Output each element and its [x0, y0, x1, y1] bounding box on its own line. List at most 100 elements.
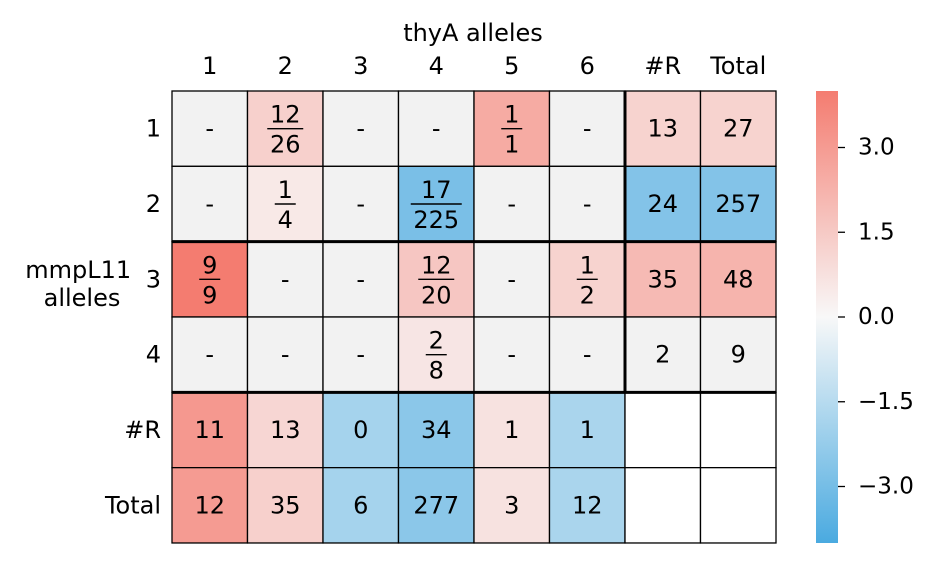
column-label: 6 [580, 52, 595, 80]
top-axis-label: thyA alleles [403, 19, 543, 47]
cell-value: 3 [504, 491, 519, 519]
cell-fraction-denominator: 2 [580, 281, 595, 309]
colorbar-tick-label: −3.0 [858, 474, 914, 500]
heatmap-cell [624, 391, 702, 469]
column-label: 5 [504, 52, 519, 80]
cell-value: - [205, 115, 214, 143]
cell-value: - [356, 265, 365, 293]
cell-value: 9 [731, 341, 746, 369]
cell-value: - [281, 341, 290, 369]
heatmap-cell [171, 466, 249, 544]
column-label: 3 [353, 52, 368, 80]
heatmap-cell [699, 165, 777, 243]
row-label: Total [104, 491, 161, 519]
column-label: 4 [429, 52, 444, 80]
row-label: 1 [146, 115, 161, 143]
cell-fraction-numerator: 2 [429, 327, 444, 355]
heatmap-cell [624, 466, 702, 544]
cell-value: - [583, 190, 592, 218]
cell-value: - [583, 115, 592, 143]
cell-value: - [356, 115, 365, 143]
cell-value: 257 [715, 190, 761, 218]
row-label: 4 [146, 341, 161, 369]
heatmap-cell [699, 391, 777, 469]
heatmap-cell [473, 466, 551, 544]
cell-value: 24 [647, 190, 678, 218]
heatmap-cell [397, 391, 475, 469]
cell-fraction-numerator: 9 [202, 251, 217, 279]
cell-value: 6 [353, 491, 368, 519]
cell-value: 13 [270, 416, 301, 444]
cell-value: 27 [723, 115, 754, 143]
cell-value: 12 [194, 491, 225, 519]
cell-value: 2 [655, 341, 670, 369]
cell-value: - [356, 341, 365, 369]
cell-fraction-numerator: 17 [421, 176, 452, 204]
heatmap-cell [397, 466, 475, 544]
cell-fraction-denominator: 8 [429, 357, 444, 385]
cell-value: - [205, 190, 214, 218]
heatmap-cell [699, 466, 777, 544]
heatmap-cell [171, 316, 249, 393]
cell-fraction-denominator: 1 [504, 131, 519, 159]
colorbar-tick-label: 3.0 [858, 135, 895, 161]
column-tick-labels: 1 2 3 4 5 6 #R Total [202, 52, 766, 80]
left-axis-label-line-1: mmpL11 [25, 256, 131, 284]
cell-fraction-numerator: 1 [504, 101, 519, 129]
cell-fraction-denominator: 4 [278, 206, 293, 234]
cell-value: 11 [194, 416, 225, 444]
cell-value: 35 [270, 491, 301, 519]
heatmap-cell [624, 316, 702, 393]
cell-value: 35 [647, 265, 678, 293]
cell-fraction-numerator: 1 [278, 176, 293, 204]
cell-value: 12 [572, 491, 603, 519]
cell-fraction-denominator: 26 [270, 131, 301, 159]
row-label: #R [124, 416, 161, 444]
heatmap-cell [624, 241, 702, 318]
cell-value: 13 [647, 115, 678, 143]
heatmap-cell [699, 90, 777, 167]
column-label: #R [644, 52, 681, 80]
cell-value: - [432, 115, 441, 143]
cell-value: 48 [723, 265, 754, 293]
group-separators [172, 91, 776, 394]
cell-value: 34 [421, 416, 452, 444]
left-axis-label-line-2: alleles [44, 284, 121, 312]
colorbar-tick-label: 1.5 [858, 219, 895, 245]
cell-value: - [507, 190, 516, 218]
column-label: 2 [278, 52, 293, 80]
cell-value: - [205, 341, 214, 369]
cell-fraction-numerator: 12 [421, 251, 452, 279]
heatmap-cell [246, 466, 324, 544]
cell-value: - [507, 265, 516, 293]
heatmap-cell [322, 466, 400, 544]
heatmap-cell [473, 316, 551, 393]
cell-value: 1 [504, 416, 519, 444]
heatmap-cell [473, 241, 551, 318]
heatmap-cell [548, 165, 626, 243]
left-axis-label: mmpL11 alleles [25, 256, 139, 312]
colorbar-tick-label: −1.5 [858, 389, 914, 415]
cell-value: - [507, 341, 516, 369]
cell-value: - [356, 190, 365, 218]
cell-value: - [583, 341, 592, 369]
colorbar [816, 91, 838, 543]
colorbar-ticks: 3.0 1.5 0.0 −1.5 −3.0 [838, 135, 914, 500]
heatmap-cell [322, 90, 400, 167]
heatmap-cell [322, 241, 400, 318]
cell-fraction-numerator: 1 [580, 251, 595, 279]
column-label: Total [709, 52, 766, 80]
colorbar-tick-label: 0.0 [858, 304, 895, 330]
cell-value: - [281, 265, 290, 293]
cell-value: 277 [413, 491, 459, 519]
row-label: 2 [146, 190, 161, 218]
heatmap-cell [246, 241, 324, 318]
heatmap-cell [699, 241, 777, 318]
cell-fraction-denominator: 20 [421, 281, 452, 309]
column-label: 1 [202, 52, 217, 80]
cell-fraction-denominator: 9 [202, 281, 217, 309]
heatmap-cell [548, 90, 626, 167]
heatmap-cell [171, 90, 249, 167]
